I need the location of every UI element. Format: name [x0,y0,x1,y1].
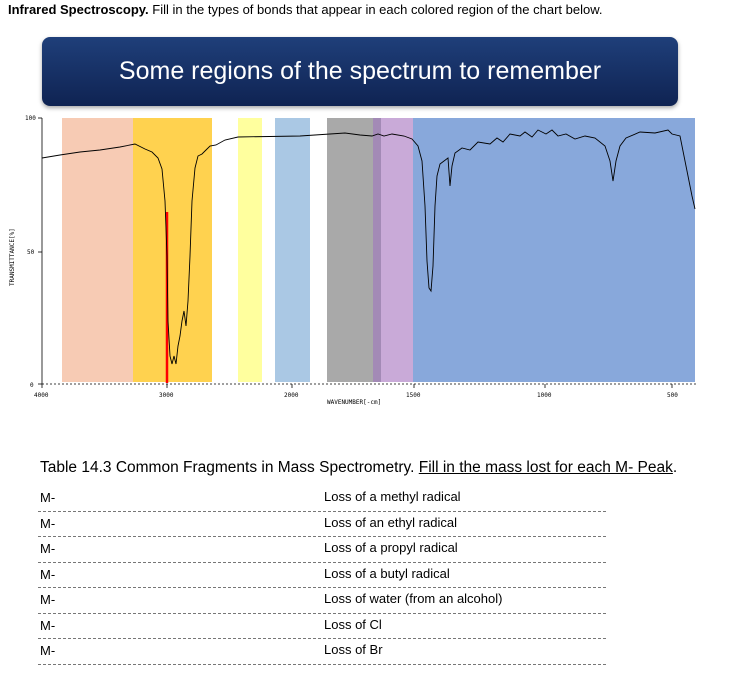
loss-description: Loss of a propyl radical [324,540,458,555]
loss-description: Loss of a butyl radical [324,565,450,581]
x-tick-label: 2000 [284,392,299,399]
region-1 [62,118,137,382]
color-regions [62,118,695,382]
loss-description: Loss of an ethyl radical [324,514,457,530]
region-4 [275,118,310,382]
fragment-table: M- Loss of a methyl radical M- Loss of an … [38,486,606,665]
loss-description: Loss of water (from an alcohol) [324,591,503,606]
m-peak-label: M- [40,490,56,505]
axes [38,117,697,388]
spectrum-trace [41,129,696,365]
table-title-period: . [672,459,678,476]
loss-description: Loss of a methyl radical [324,489,461,504]
table-title: Table 14.3 Common Fragments in Mass Spec… [40,459,677,477]
table-title-text: Table 14.3 Common Fragments in Mass Spec… [40,459,419,476]
table-row: M- Loss of an ethyl radical [38,512,606,537]
x-tick-label: 500 [667,392,678,399]
x-tick-label: 4000 [34,392,49,399]
table-row: M- Loss of water (from an alcohol) [38,588,606,614]
region-7 [413,118,695,382]
region-2 [133,118,212,382]
y-tick-label: 50 [27,249,35,256]
instructions-title: Infrared Spectroscopy. [8,2,149,17]
loss-description: Loss of Cl [324,616,382,632]
m-peak-label: M- [40,592,56,607]
x-tick-label: 1500 [406,392,421,399]
m-peak-label: M- [40,643,56,658]
y-ticks: 100 50 0 [25,115,36,389]
region-5 [327,118,375,382]
table-row: M- Loss of Br [38,639,606,665]
y-tick-label: 100 [25,115,36,122]
table-row: M- Loss of a butyl radical [38,563,606,588]
m-peak-label: M- [40,566,56,582]
x-tick-label: 1000 [537,392,552,399]
y-tick-label: 0 [30,382,34,389]
y-axis-label: TRANSMITTANCE[%] [9,228,16,286]
loss-description: Loss of Br [324,642,383,657]
instructions-text: Fill in the types of bonds that appear i… [148,2,603,17]
banner-title: Some regions of the spectrum to remember [118,57,602,85]
x-ticks: 4000 3000 2000 1500 1000 500 [34,392,678,399]
instructions: Infrared Spectroscopy. Fill in the types… [8,2,602,17]
m-peak-label: M- [40,515,56,531]
region-3 [238,118,262,382]
m-peak-label: M- [40,541,56,556]
banner: Some regions of the spectrum to remember [42,37,678,106]
region-overlap [373,118,381,382]
table-title-instruction: Fill in the mass lost for each M- Peak [418,459,673,476]
table-row: M- Loss of a propyl radical [38,537,606,563]
table-row: M- Loss of Cl [38,614,606,639]
x-axis-label: WAVENUMBER[-cm] [327,399,381,406]
table-row: M- Loss of a methyl radical [38,486,606,512]
ir-spectrum-chart: 100 50 0 TRANSMITTANCE[%] 4000 3000 2000… [9,115,697,406]
x-tick-label: 3000 [159,392,174,399]
m-peak-label: M- [40,617,56,633]
